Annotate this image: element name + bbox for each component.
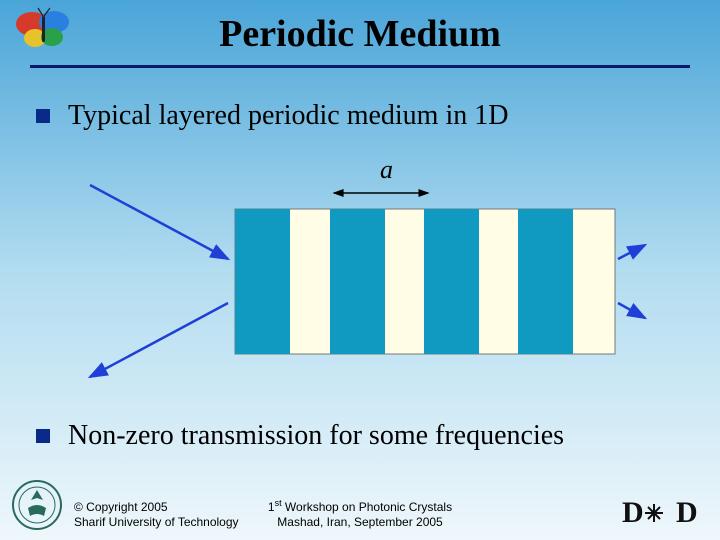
bullet-1: Typical layered periodic medium in 1D [36, 100, 508, 132]
page-title: Periodic Medium [0, 12, 720, 56]
bullet-2-text: Non-zero transmission for some frequenci… [68, 420, 564, 452]
bullet-icon [36, 429, 50, 443]
footer-center: 1st Workshop on Photonic Crystals Mashad… [0, 498, 720, 530]
period-label: a [380, 155, 393, 185]
title-underline [30, 65, 690, 68]
bullet-2: Non-zero transmission for some frequenci… [36, 420, 564, 452]
diagram-svg [70, 155, 650, 385]
sponsor-mark-icon: D D [622, 496, 708, 530]
university-seal-icon [10, 478, 64, 532]
workshop-line1: 1st Workshop on Photonic Crystals [0, 498, 720, 515]
bullet-1-text: Typical layered periodic medium in 1D [68, 100, 508, 132]
bullet-icon [36, 109, 50, 123]
workshop-line2: Mashad, Iran, September 2005 [0, 515, 720, 530]
svg-text:D: D [622, 496, 644, 529]
svg-text:D: D [676, 496, 698, 529]
periodic-medium-diagram: a [70, 155, 650, 385]
